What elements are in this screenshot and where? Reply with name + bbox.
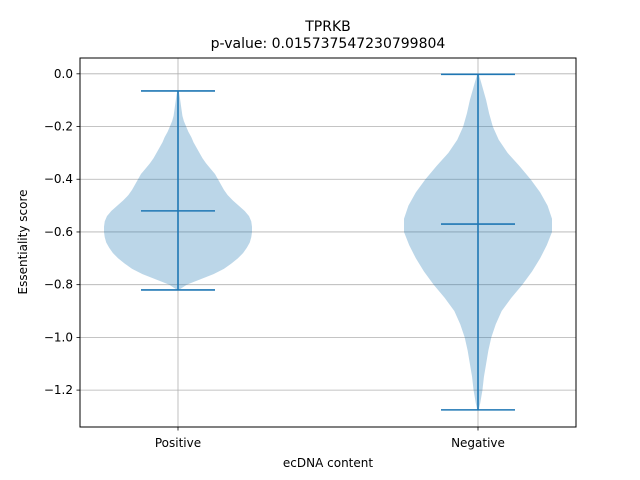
violin-stat-lines	[141, 73, 515, 411]
plot-frame	[79, 57, 577, 428]
y-tick-label: −0.8	[44, 278, 73, 292]
x-axis-label: ecDNA content	[283, 456, 373, 470]
y-axis-ticks: 0.0 −0.2 −0.4 −0.6 −0.8 −1.0 −1.2	[44, 67, 80, 397]
chart-subtitle: p-value: 0.015737547230799804	[211, 36, 446, 52]
y-tick-label: −0.4	[44, 172, 73, 186]
y-axis-label: Essentiality score	[16, 190, 30, 295]
y-tick-label: 0.0	[54, 67, 73, 81]
x-axis-ticks: Positive Negative	[155, 427, 505, 450]
y-tick-label: −1.2	[44, 383, 73, 397]
x-tick-label: Negative	[451, 436, 505, 450]
chart-title: TPRKB	[304, 19, 351, 35]
x-tick-label: Positive	[155, 436, 201, 450]
y-tick-label: −1.0	[44, 330, 73, 344]
y-tick-label: −0.6	[44, 225, 73, 239]
y-tick-label: −0.2	[44, 120, 73, 134]
